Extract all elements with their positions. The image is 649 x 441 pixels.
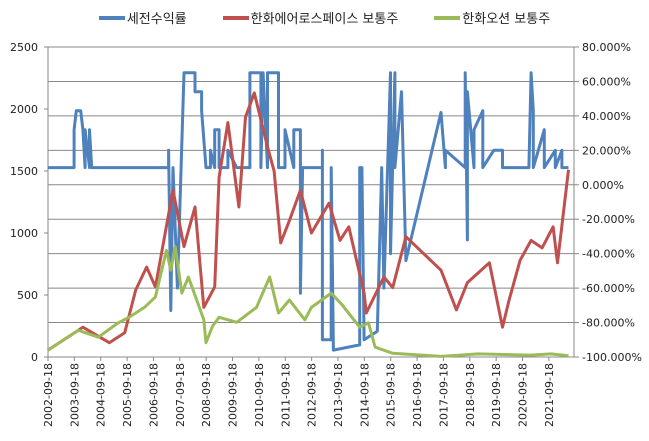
- legend-swatch: [222, 15, 249, 20]
- right-axis-tick-label: -60.000%: [582, 282, 635, 295]
- x-axis-tick-label: 2008-09-18: [200, 363, 213, 427]
- right-axis-tick-label: -20.000%: [582, 213, 635, 226]
- x-axis-tick-label: 2010-09-18: [253, 363, 266, 427]
- x-axis-tick-label: 2021-09-18: [543, 363, 556, 427]
- series-line-2: [46, 245, 569, 358]
- x-axis-tick-label: 2018-09-18: [464, 363, 477, 427]
- x-axis-tick-label: 2005-09-18: [121, 363, 134, 427]
- x-axis-tick-label: 2015-09-18: [385, 363, 398, 427]
- x-axis-tick-label: 2016-09-18: [411, 363, 424, 427]
- left-axis-tick-label: 1500: [10, 165, 38, 178]
- legend-label: 세전수익률: [126, 12, 187, 27]
- left-axis-tick-label: 0: [31, 351, 38, 364]
- legend-item-hanwha-ocean: 한화오션 보통주: [434, 8, 550, 27]
- x-axis-tick-label: 2012-09-18: [306, 363, 319, 427]
- x-axis-tick-label: 2017-09-18: [437, 363, 450, 427]
- right-axis-tick-label: 60.000%: [582, 75, 631, 88]
- left-axis-tick-label: 2000: [10, 103, 38, 116]
- right-axis-tick-label: 20.000%: [582, 144, 631, 157]
- right-axis-tick-label: -80.000%: [582, 317, 635, 330]
- x-axis-tick-label: 2002-09-18: [42, 363, 55, 427]
- right-axis-tick-label: 0.000%: [582, 179, 624, 192]
- left-axis-tick-label: 1000: [10, 227, 38, 240]
- legend-label: 한화에어로스페이스 보통주: [250, 12, 399, 27]
- right-axis-tick-label: -40.000%: [582, 248, 635, 261]
- x-axis-tick-label: 2011-09-18: [279, 363, 292, 427]
- x-axis-tick-label: 2013-09-18: [332, 363, 345, 427]
- series-line-1: [46, 91, 570, 352]
- x-axis-tick-label: 2003-09-18: [68, 363, 81, 427]
- left-axis-tick-label: 2500: [10, 41, 38, 54]
- x-axis-tick-label: 2009-09-18: [227, 363, 240, 427]
- legend: 세전수익률 한화에어로스페이스 보통주 한화오션 보통주: [0, 8, 649, 27]
- x-axis-tick-label: 2020-09-18: [517, 363, 530, 427]
- x-axis-tick-label: 2004-09-18: [95, 363, 108, 427]
- x-axis-tick-label: 2019-09-18: [490, 363, 503, 427]
- right-axis-tick-label: -100.000%: [582, 351, 642, 364]
- x-axis-tick-label: 2014-09-18: [358, 363, 371, 427]
- legend-item-hanwha-aerospace: 한화에어로스페이스 보통주: [222, 8, 399, 27]
- legend-item-pretax-return: 세전수익률: [98, 8, 187, 27]
- right-axis-tick-label: 40.000%: [582, 110, 631, 123]
- x-axis-tick-label: 2007-09-18: [174, 363, 187, 427]
- legend-label: 한화오션 보통주: [462, 12, 551, 27]
- x-axis-tick-label: 2006-09-18: [147, 363, 160, 427]
- legend-swatch: [434, 15, 461, 20]
- legend-swatch: [98, 15, 125, 20]
- right-axis-tick-label: 80.000%: [582, 41, 631, 54]
- series-line-0: [47, 71, 569, 352]
- left-axis-tick-label: 500: [17, 289, 38, 302]
